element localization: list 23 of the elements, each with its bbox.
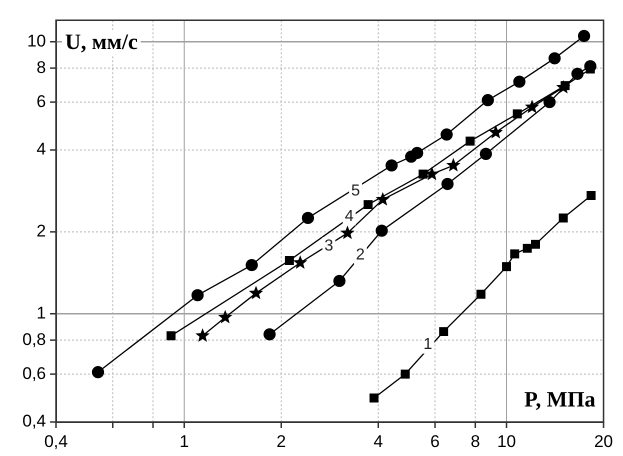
annotation: 2 [356,246,365,264]
x-axis-title: P, МПа [524,386,596,412]
y-tick-label: 6 [36,92,46,111]
y-tick-label: 4 [36,140,46,159]
annotation: 3 [324,238,334,255]
x-tick-label: 8 [470,432,480,451]
y-tick-label: 0,8 [22,330,46,349]
x-tick-label: 6 [430,432,440,451]
annotation: 1 [423,336,432,354]
y-tick-label: 2 [36,222,46,241]
y-tick-label: 8 [36,58,46,77]
x-tick-label: 1 [180,432,189,451]
y-tick-label: 0,4 [22,412,46,431]
x-tick-label: 10 [497,432,516,451]
y-tick-label: 10 [27,31,46,50]
y-tick-label: 0,6 [22,364,46,383]
y-tick-label: 1 [36,303,46,322]
x-tick-label: 2 [276,432,286,451]
x-tick-label: 20 [594,432,614,451]
annotation: 4 [344,208,354,225]
y-axis-title: U, мм/с [65,28,138,54]
x-tick-label: 4 [374,432,384,451]
annotation: 5 [351,182,360,200]
